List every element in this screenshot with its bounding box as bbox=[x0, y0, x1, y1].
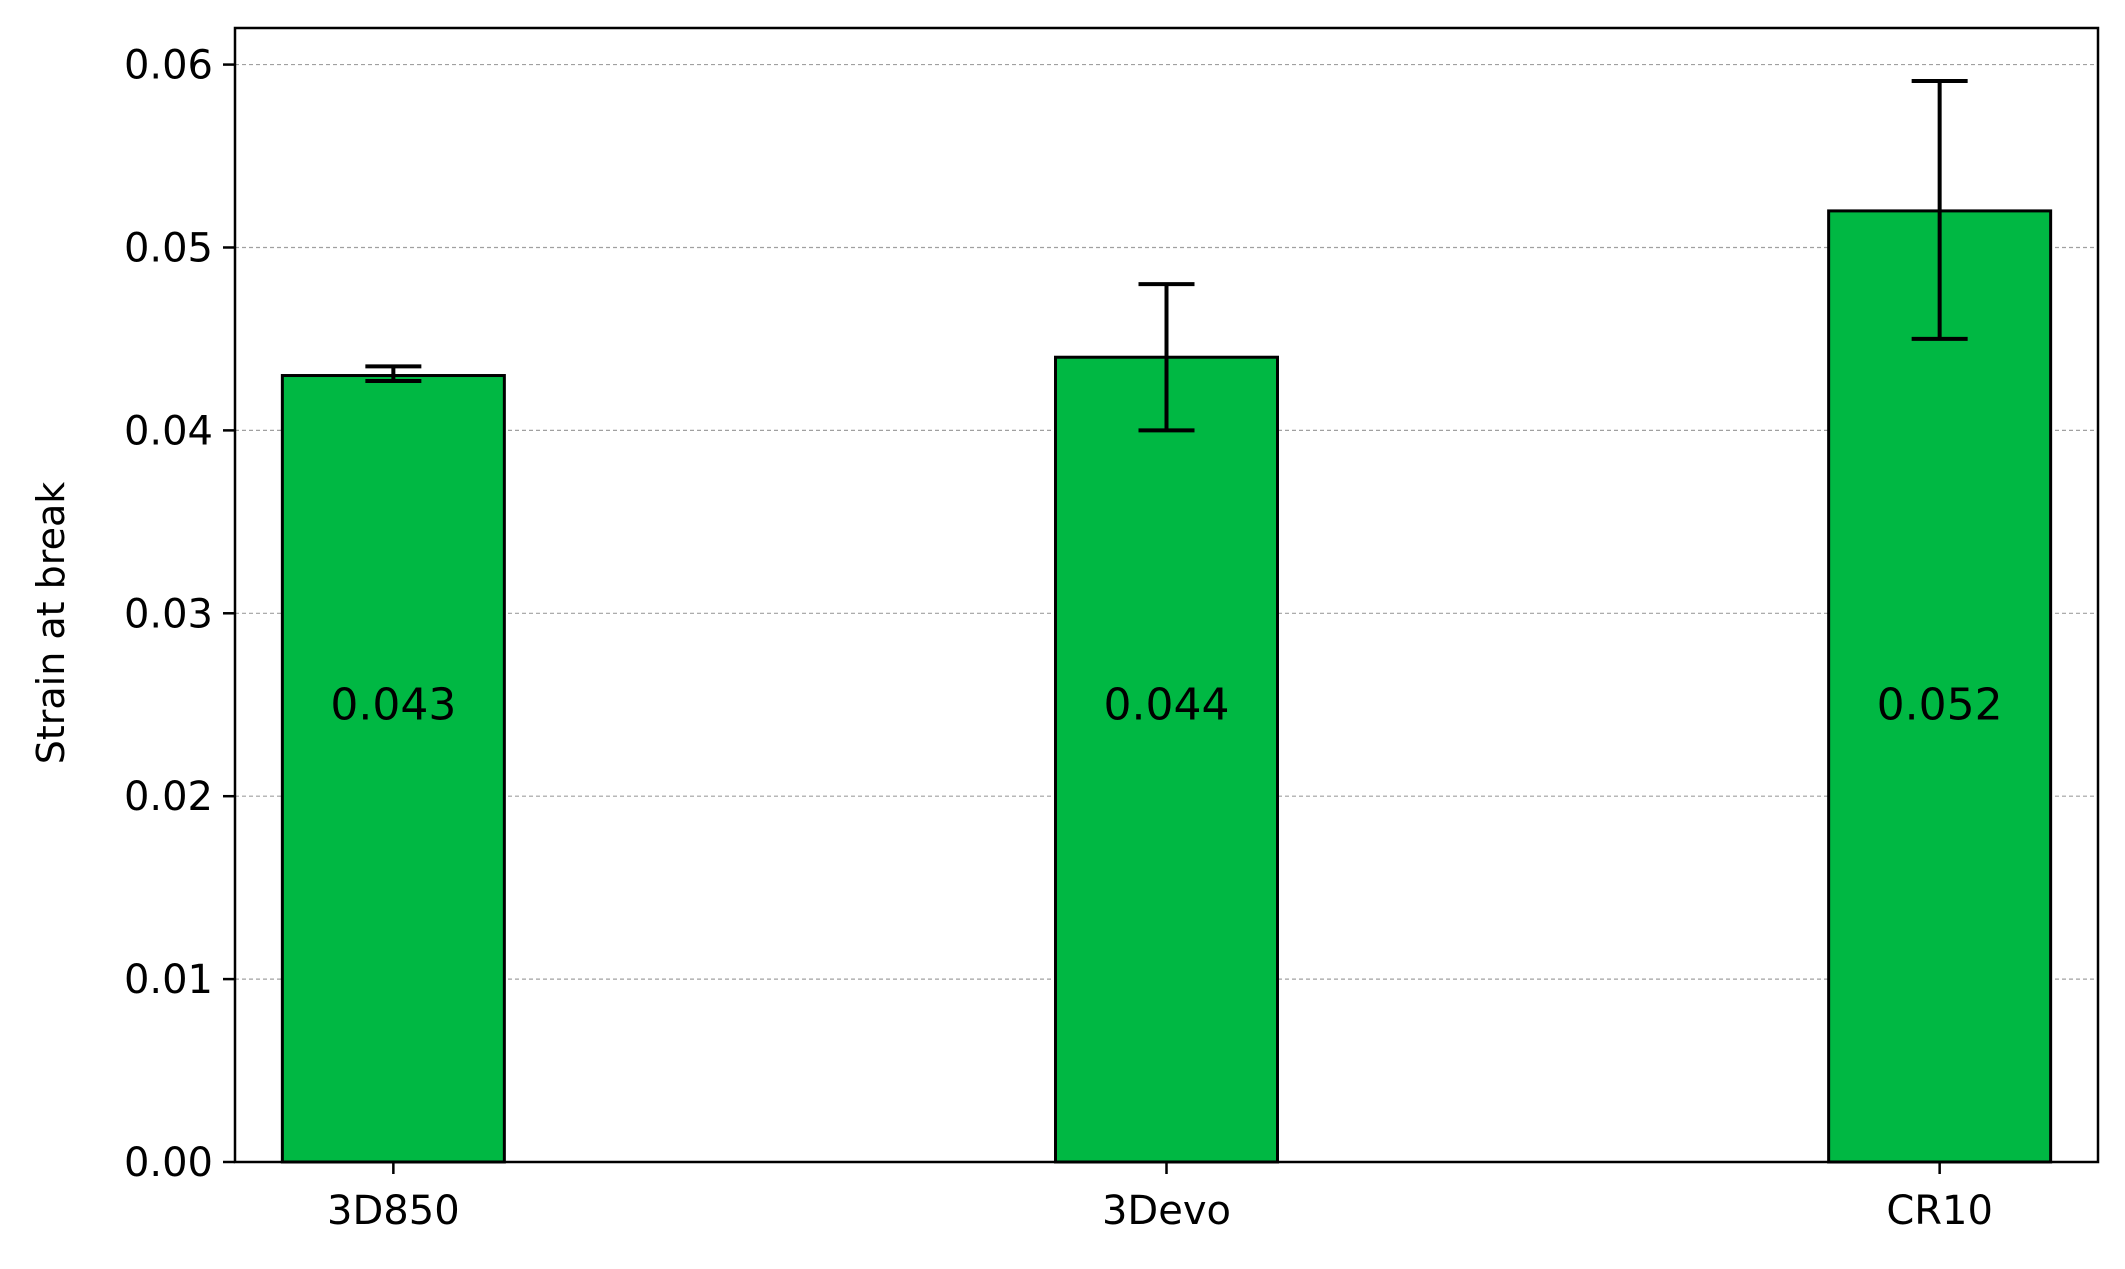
y-axis-ticks: 0.00 0.01 0.02 0.03 0.04 0.05 0.06 bbox=[124, 43, 235, 1186]
x-tick-label: 3Devo bbox=[1102, 1188, 1231, 1234]
data-label: 0.044 bbox=[1104, 680, 1230, 731]
y-tick-label: 0.00 bbox=[124, 1140, 213, 1186]
y-tick-label: 0.02 bbox=[124, 774, 213, 820]
error-bars bbox=[365, 79, 1968, 433]
y-tick-label: 0.01 bbox=[124, 957, 213, 1003]
y-tick-label: 0.05 bbox=[124, 225, 213, 271]
data-labels: 0.043 0.044 0.052 bbox=[330, 680, 2002, 731]
x-axis-ticks: 3D850 3Devo CR10 bbox=[327, 1162, 1993, 1234]
y-tick-label: 0.06 bbox=[124, 43, 213, 89]
data-label: 0.043 bbox=[330, 680, 456, 731]
bar-3devo bbox=[1054, 355, 1279, 1164]
y-axis-label: Strain at break bbox=[29, 482, 73, 765]
data-label: 0.052 bbox=[1877, 680, 2003, 731]
x-tick-label: 3D850 bbox=[327, 1188, 460, 1234]
y-tick-label: 0.03 bbox=[124, 591, 213, 637]
y-tick-label: 0.04 bbox=[124, 408, 213, 454]
x-tick-label: CR10 bbox=[1886, 1188, 1993, 1234]
bar-cr10 bbox=[1827, 209, 2053, 1164]
bar-3d850 bbox=[280, 374, 506, 1164]
